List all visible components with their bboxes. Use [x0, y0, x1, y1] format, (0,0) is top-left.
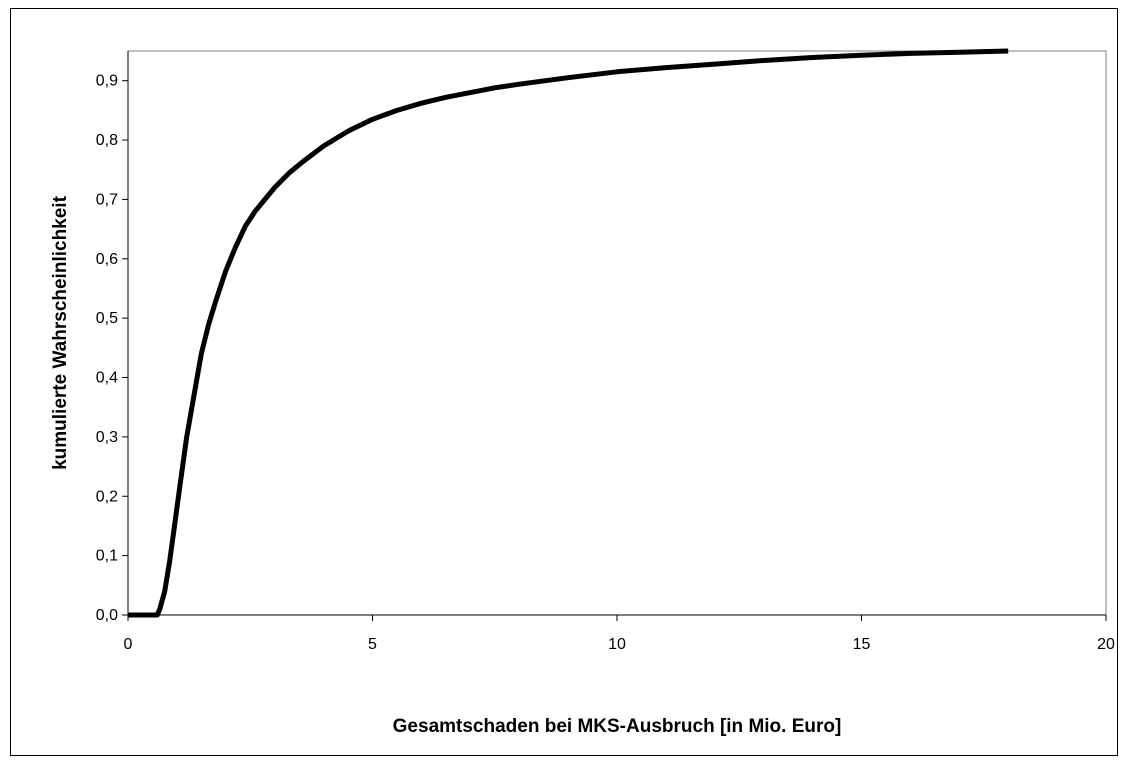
y-axis-title: kumulierte Wahrscheinlichkeit [50, 195, 71, 469]
y-tick-label: 0,4 [96, 370, 118, 387]
x-axis: 0 5 10 15 20 [124, 614, 1115, 653]
x-tick-label: 20 [1097, 636, 1115, 653]
y-tick-label: 0,6 [96, 251, 118, 268]
y-axis: 0,0 0,1 0,2 0,3 0,4 0,5 0,6 0,7 0,8 0,9 [96, 51, 129, 624]
y-tick-label: 0,0 [96, 607, 118, 624]
y-tick-label: 0,2 [96, 488, 118, 505]
y-tick-label: 0,1 [96, 548, 118, 565]
x-axis-title: Gesamtschaden bei MKS-Ausbruch [in Mio. … [393, 716, 842, 737]
series [128, 48, 1009, 618]
series-line [128, 48, 1009, 618]
y-tick-label: 0,3 [96, 429, 118, 446]
x-tick-label: 5 [368, 636, 377, 653]
x-tick-label: 15 [853, 636, 871, 653]
y-tick-label: 0,9 [96, 73, 118, 90]
y-tick-label: 0,8 [96, 132, 118, 149]
x-tick-label: 10 [608, 636, 626, 653]
plot-area [127, 50, 1107, 616]
y-tick-label: 0,7 [96, 191, 118, 208]
x-tick-label: 0 [124, 636, 133, 653]
y-tick-label: 0,5 [96, 310, 118, 327]
